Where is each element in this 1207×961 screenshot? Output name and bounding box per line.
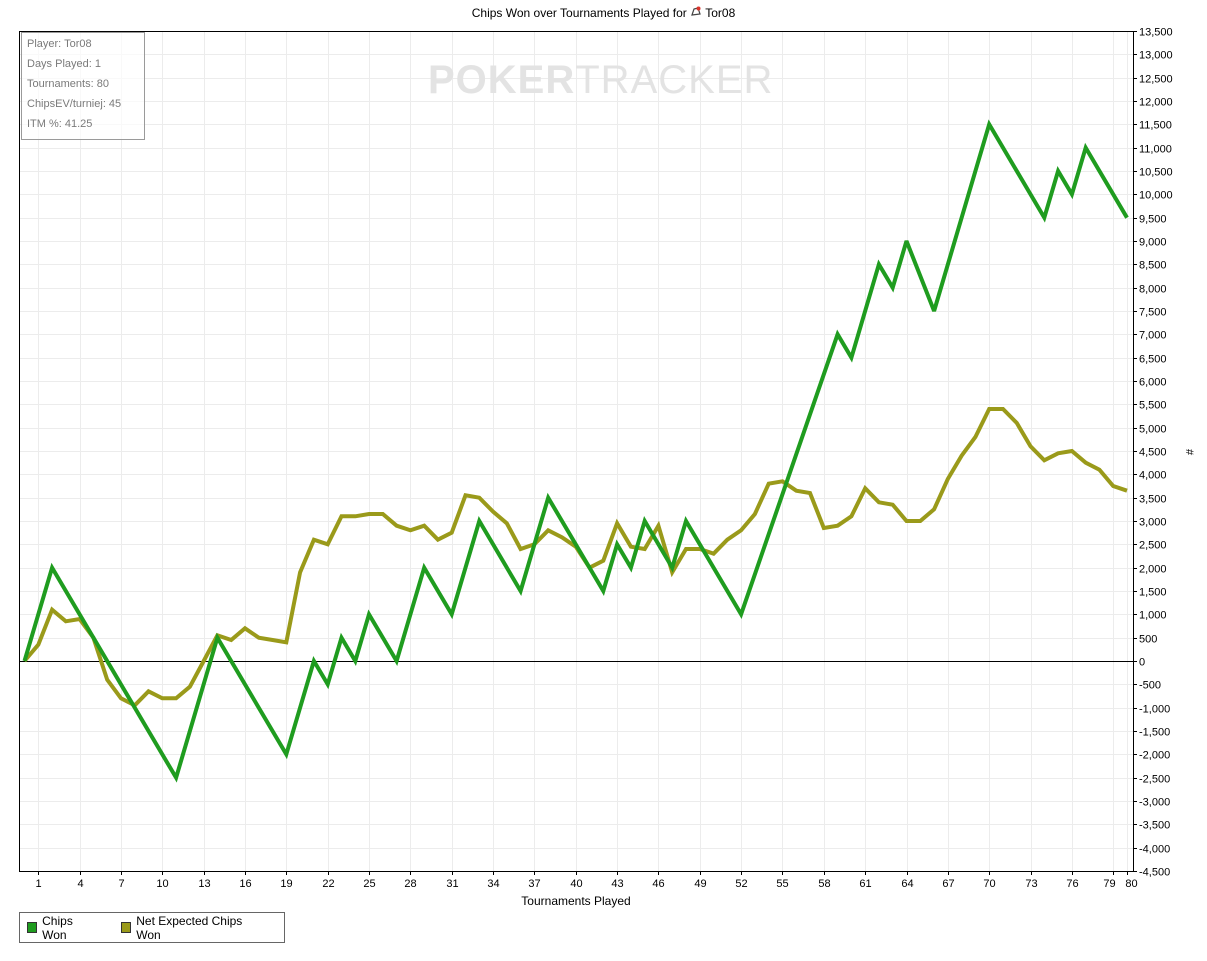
x-tick-label: 10: [156, 878, 168, 890]
x-tick-label: 4: [77, 878, 83, 890]
x-tick-label: 58: [818, 878, 830, 890]
y-tick-label: 11,500: [1139, 120, 1172, 132]
x-tick-label: 34: [487, 878, 499, 890]
x-axis: 1 4 7 10 13 16 19 22 25 28 31 34 37 40 43 46 49 52 55 58 61 6…: [35, 871, 1138, 890]
stat-itm: ITM %: 41.25: [27, 118, 93, 130]
x-tick-label: 19: [280, 878, 292, 890]
y-tick-label: 12,000: [1139, 97, 1173, 109]
x-tick-label: 37: [528, 878, 540, 890]
y-tick-label: -2,000: [1139, 750, 1170, 762]
x-tick-label: 1: [35, 878, 41, 890]
y-tick-label: 9,000: [1139, 237, 1167, 249]
y-tick-label: 7,500: [1139, 307, 1167, 319]
y-tick-label: -1,000: [1139, 704, 1170, 716]
y-tick-label: 10,500: [1139, 167, 1173, 179]
y-tick-label: 9,500: [1139, 214, 1167, 226]
y-tick-label: -4,000: [1139, 844, 1170, 856]
y-tick-label: 4,500: [1139, 447, 1167, 459]
y-tick-label: 5,500: [1139, 400, 1167, 412]
y-tick-label: 11,000: [1139, 144, 1172, 156]
series-layer: [22, 119, 1129, 783]
x-tick-label: 64: [901, 878, 913, 890]
chart-title-prefix: Chips Won over Tournaments Played for: [471, 6, 687, 20]
y-tick-label: 5,000: [1139, 424, 1167, 436]
pokertracker-watermark: POKERTRACKER: [428, 58, 773, 103]
stat-player: Player: Tor08: [27, 38, 92, 50]
x-tick-label: 76: [1066, 878, 1078, 890]
y-tick-label: 4,000: [1139, 470, 1167, 482]
y-tick-label: 3,500: [1139, 494, 1167, 506]
x-tick-label: 73: [1025, 878, 1037, 890]
y-tick-label: 500: [1139, 634, 1157, 646]
legend: Chips Won Net Expected Chips Won: [19, 912, 285, 943]
y-tick-label: 7,000: [1139, 330, 1167, 342]
x-tick-label: 43: [611, 878, 623, 890]
x-tick-label: 16: [239, 878, 251, 890]
x-tick-label: 61: [859, 878, 871, 890]
legend-label-chips-won: Chips Won: [42, 913, 73, 942]
y-tick-label: 2,500: [1139, 540, 1167, 552]
legend-item-net-expected: Net Expected Chips Won: [121, 914, 258, 942]
site-icon: [690, 6, 702, 21]
y-axis: 13,500 13,000 12,500 12,000 11,500 11,000 10,5…: [1133, 27, 1173, 879]
series-line-chips-won: [22, 119, 1129, 783]
watermark-light: TRACKER: [575, 58, 774, 102]
x-tick-label: 67: [942, 878, 954, 890]
y-axis-unit: #: [1183, 448, 1196, 456]
y-tick-label: 12,500: [1139, 74, 1173, 86]
x-tick-label: 28: [404, 878, 416, 890]
stats-box: Player: Tor08 Days Played: 1 Tournaments…: [21, 32, 145, 140]
y-tick-label: 1,000: [1139, 610, 1167, 622]
chart-title-player: Tor08: [705, 6, 736, 20]
series-line-net-expected: [22, 407, 1128, 708]
stat-chips-ev: ChipsEV/turniej: 45: [27, 98, 122, 110]
chart-title: Chips Won over Tournaments Played for To…: [0, 6, 1207, 21]
y-tick-label: 6,500: [1139, 354, 1167, 366]
y-tick-label: -2,500: [1139, 774, 1170, 786]
y-tick-label: 8,500: [1139, 260, 1167, 272]
y-tick-label: 13,500: [1139, 27, 1173, 39]
x-tick-label: 79: [1103, 878, 1115, 890]
y-tick-label: -4,500: [1139, 867, 1170, 879]
x-tick-label: 7: [118, 878, 124, 890]
legend-swatch-net-expected: [121, 922, 132, 933]
stat-days-played: Days Played: 1: [27, 58, 101, 70]
x-tick-label: 70: [983, 878, 995, 890]
x-tick-label: 40: [570, 878, 582, 890]
y-tick-label: 0: [1139, 657, 1145, 669]
y-tick-label: 2,000: [1139, 564, 1167, 576]
x-tick-label: 80: [1125, 878, 1137, 890]
y-tick-label: 3,000: [1139, 517, 1167, 529]
y-tick-label: 13,000: [1139, 50, 1173, 62]
x-tick-label: 25: [363, 878, 375, 890]
legend-swatch-chips-won: [27, 922, 38, 933]
y-tick-label: 6,000: [1139, 377, 1167, 389]
y-tick-label: -3,000: [1139, 797, 1170, 809]
x-tick-label: 55: [776, 878, 788, 890]
y-tick-label: 10,000: [1139, 190, 1173, 202]
y-tick-label: -1,500: [1139, 727, 1170, 739]
y-tick-label: -3,500: [1139, 820, 1170, 832]
watermark-bold: POKER: [428, 58, 576, 102]
y-tick-label: -500: [1139, 680, 1161, 692]
x-tick-label: 52: [735, 878, 747, 890]
chart-grid: [19, 31, 1133, 872]
y-tick-label: 1,500: [1139, 587, 1167, 599]
stat-tournaments: Tournaments: 80: [27, 78, 109, 90]
x-tick-label: 31: [446, 878, 458, 890]
legend-item-chips-won: Chips Won: [27, 914, 95, 942]
legend-label-net-expected: Net Expected Chips Won: [136, 913, 243, 942]
y-tick-label: 8,000: [1139, 284, 1167, 296]
x-tick-label: 46: [652, 878, 664, 890]
x-tick-label: 49: [694, 878, 706, 890]
x-axis-title: Tournaments Played: [521, 894, 631, 908]
x-tick-label: 13: [198, 878, 210, 890]
x-tick-label: 22: [322, 878, 334, 890]
